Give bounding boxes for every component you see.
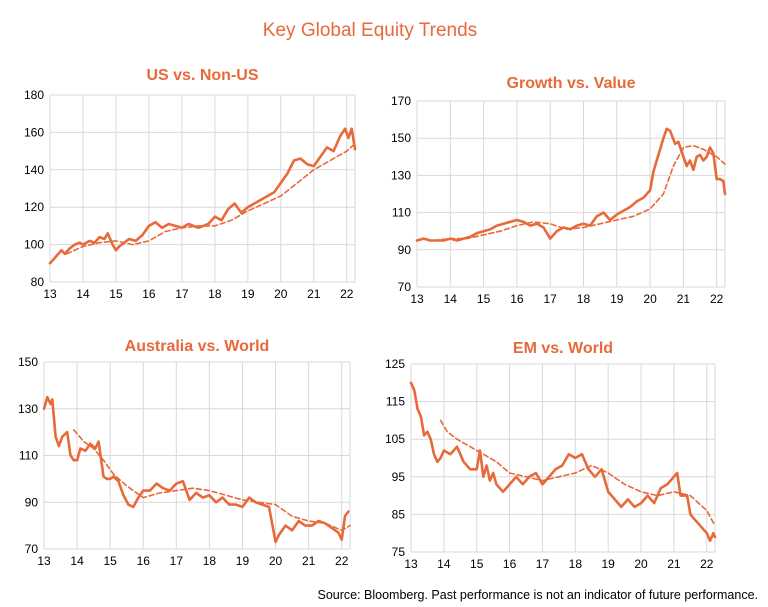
em-vs-world-title: EM vs. World [513, 340, 613, 357]
em-vs-world-chart: EM vs. World 75 85 95 105 115 125 13 14 15 16 17 18 1… [385, 340, 717, 571]
growth-vs-value-chart: Growth vs. Value 70 90 110 130 150 170 13 14 15 16… [391, 75, 727, 306]
growth-vs-value-ytick-label: 130 [391, 168, 411, 182]
growth-vs-value-xtick-label: 22 [710, 292, 724, 306]
em-vs-world-xtick-label: 18 [569, 557, 583, 571]
em-vs-world-xtick-label: 13 [404, 557, 418, 571]
em-vs-world-xtick-label: 22 [700, 557, 714, 571]
australia-vs-world-xtick-label: 22 [335, 554, 349, 568]
growth-vs-value-ytick-label: 70 [398, 280, 412, 294]
us-vs-nonus-solid-line [48, 127, 357, 265]
australia-vs-world-ytick-label: 90 [25, 495, 39, 509]
us-vs-nonus-ytick-label: 140 [24, 163, 44, 177]
growth-vs-value-ytick-label: 90 [398, 243, 412, 257]
growth-vs-value-title: Growth vs. Value [507, 75, 636, 92]
australia-vs-world-xtick-label: 13 [37, 554, 51, 568]
em-vs-world-ytick-label: 95 [392, 470, 406, 484]
australia-vs-world-ytick-label: 70 [25, 542, 39, 556]
em-vs-world-xtick-label: 20 [634, 557, 648, 571]
em-vs-world-ytick-label: 105 [385, 432, 405, 446]
em-vs-world-ytick-label: 85 [392, 507, 406, 521]
growth-vs-value-xtick-label: 16 [510, 292, 524, 306]
growth-vs-value-ytick-label: 170 [391, 94, 411, 108]
us-vs-nonus-ytick-label: 80 [31, 275, 45, 289]
growth-vs-value-xtick-label: 20 [643, 292, 657, 306]
em-vs-world-xtick-label: 17 [536, 557, 550, 571]
em-vs-world-xtick-label: 14 [437, 557, 451, 571]
australia-vs-world-xtick-label: 17 [170, 554, 184, 568]
growth-vs-value-solid-line [415, 127, 727, 242]
em-vs-world-xtick-label: 21 [667, 557, 681, 571]
us-vs-nonus-xtick-label: 17 [175, 287, 189, 301]
australia-vs-world-title: Australia vs. World [125, 338, 270, 355]
growth-vs-value-xtick-label: 21 [677, 292, 691, 306]
growth-vs-value-xtick-label: 14 [444, 292, 458, 306]
us-vs-nonus-xtick-label: 22 [340, 287, 354, 301]
growth-vs-value-ytick-label: 110 [392, 206, 411, 220]
growth-vs-value-xtick-label: 15 [477, 292, 491, 306]
australia-vs-world-xtick-label: 14 [70, 554, 84, 568]
growth-vs-value-xtick-label: 13 [410, 292, 424, 306]
us-vs-nonus-xtick-label: 18 [208, 287, 222, 301]
us-vs-nonus-ytick-label: 160 [24, 125, 44, 139]
australia-vs-world-xtick-label: 20 [269, 554, 283, 568]
em-vs-world-solid-line [409, 381, 717, 543]
us-vs-nonus-xtick-label: 14 [76, 287, 90, 301]
growth-vs-value-ytick-label: 150 [391, 131, 411, 145]
em-vs-world-xtick-label: 19 [602, 557, 616, 571]
us-vs-nonus-xtick-label: 16 [142, 287, 156, 301]
australia-vs-world-xtick-label: 15 [103, 554, 117, 568]
australia-vs-world-ytick-label: 110 [19, 449, 38, 463]
us-vs-nonus-xtick-label: 20 [274, 287, 288, 301]
australia-vs-world-ytick-label: 150 [18, 355, 38, 369]
australia-vs-world-solid-line [42, 395, 350, 544]
australia-vs-world-xtick-label: 19 [236, 554, 250, 568]
growth-vs-value-dashed-line [432, 144, 726, 242]
us-vs-nonus-ytick-label: 120 [24, 200, 44, 214]
em-vs-world-ytick-label: 125 [385, 357, 405, 371]
us-vs-nonus-xtick-label: 19 [241, 287, 255, 301]
australia-vs-world-chart: Australia vs. World 70 90 110 130 150 13 14 15 16… [18, 338, 351, 568]
source-note: Source: Bloomberg. Past performance is n… [317, 588, 758, 602]
growth-vs-value-xtick-label: 19 [610, 292, 624, 306]
em-vs-world-ytick-label: 115 [386, 395, 405, 409]
us-vs-nonus-dashed-line [65, 142, 356, 255]
us-vs-nonus-chart: US vs. Non-US 80 100 120 140 160 180 13 14 15 16 17… [24, 67, 357, 301]
australia-vs-world-xtick-label: 16 [137, 554, 151, 568]
us-vs-nonus-xtick-label: 21 [307, 287, 321, 301]
australia-vs-world-dashed-line [73, 428, 351, 532]
us-vs-nonus-ytick-label: 100 [24, 238, 44, 252]
em-vs-world-ytick-label: 75 [392, 545, 406, 559]
us-vs-nonus-xtick-label: 13 [43, 287, 57, 301]
em-vs-world-xtick-label: 16 [503, 557, 517, 571]
us-vs-nonus-xtick-label: 15 [109, 287, 123, 301]
growth-vs-value-xtick-label: 17 [544, 292, 558, 306]
page-title: Key Global Equity Trends [262, 20, 478, 41]
australia-vs-world-xtick-label: 18 [203, 554, 217, 568]
australia-vs-world-xtick-label: 21 [302, 554, 316, 568]
australia-vs-world-ytick-label: 130 [18, 402, 38, 416]
us-vs-nonus-title: US vs. Non-US [146, 67, 258, 84]
growth-vs-value-xtick-label: 18 [577, 292, 591, 306]
em-vs-world-xtick-label: 15 [470, 557, 484, 571]
em-vs-world-dashed-line [439, 419, 716, 527]
us-vs-nonus-ytick-label: 180 [24, 88, 44, 102]
